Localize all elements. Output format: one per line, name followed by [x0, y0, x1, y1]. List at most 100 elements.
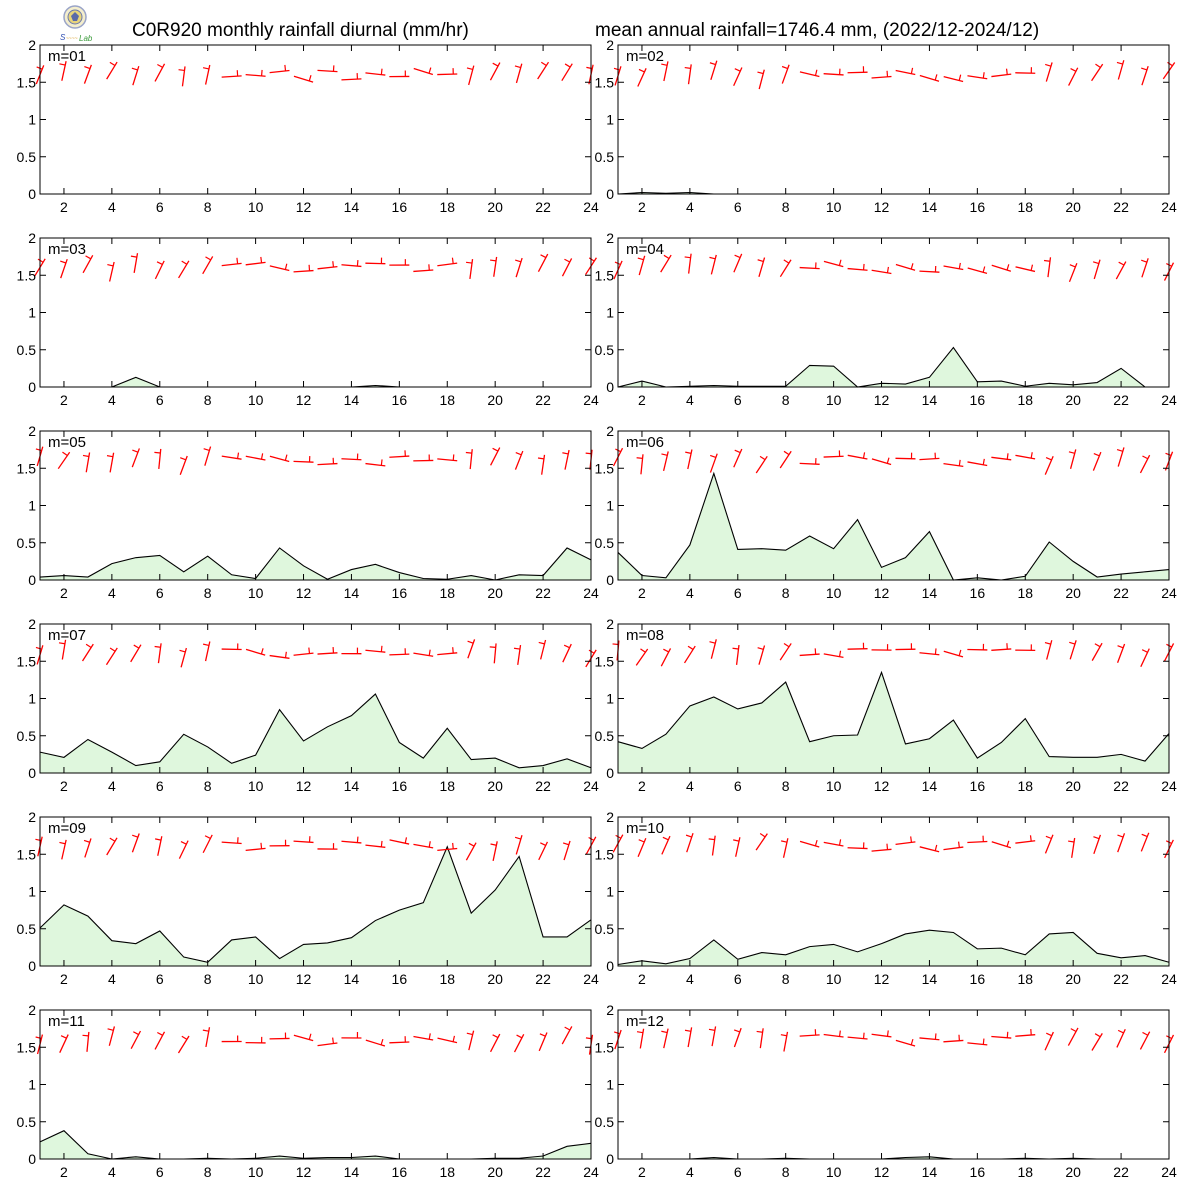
data-point — [279, 1155, 280, 1156]
panel-10: 00.511.522 4 6 8 10 12 14 16 18 20 22 24m=10 — [595, 809, 1177, 987]
wind-barb — [35, 1034, 44, 1055]
x-tick-label: 16 — [970, 585, 986, 601]
wind-barb — [202, 64, 211, 85]
data-point — [135, 377, 136, 378]
panel-3: 00.511.522 4 6 8 10 12 14 16 18 20 22 24m=03 — [17, 230, 599, 408]
data-point — [495, 889, 496, 890]
data-point — [375, 693, 376, 694]
wind-barb — [1015, 1028, 1036, 1037]
wind-barb — [943, 841, 964, 851]
y-tick-label: 0.5 — [595, 1114, 615, 1130]
data-point — [665, 577, 666, 578]
data-point — [87, 1153, 88, 1154]
wind-barb — [823, 68, 844, 76]
rainfall-line — [617, 670, 1170, 762]
y-tick-label: 1.5 — [595, 1039, 615, 1055]
data-point — [809, 365, 810, 366]
wind-barb — [245, 842, 266, 852]
wind-barb — [991, 1031, 1012, 1039]
x-tick-label: 2 — [60, 392, 68, 408]
wind-barb — [661, 835, 671, 855]
data-point — [713, 473, 714, 474]
wind-barb — [413, 67, 434, 76]
rainfall-area — [40, 547, 591, 580]
x-tick-label: 24 — [1161, 1164, 1177, 1180]
wind-barb — [221, 70, 242, 78]
data-point — [327, 1157, 328, 1158]
wind-barb — [413, 649, 434, 657]
wind-barb — [317, 843, 338, 850]
wind-barb — [59, 839, 67, 860]
data-point — [303, 740, 304, 741]
x-tick-label: 4 — [108, 1164, 116, 1180]
wind-barb — [709, 453, 718, 473]
wind-barb — [513, 645, 522, 665]
data-point — [375, 564, 376, 565]
wind-barb — [757, 257, 766, 277]
panel-label: m=01 — [48, 48, 86, 65]
data-point — [689, 958, 690, 959]
x-tick-label: 6 — [734, 199, 742, 215]
data-point — [111, 940, 112, 941]
y-tick-label: 0.5 — [17, 149, 37, 165]
wind-barb — [1015, 264, 1036, 273]
data-point — [207, 746, 208, 747]
x-tick-label: 2 — [638, 199, 646, 215]
wind-barb — [661, 1028, 669, 1049]
data-point — [566, 547, 567, 548]
wind-barb — [245, 648, 266, 656]
wind-barb — [490, 841, 498, 862]
data-point — [135, 943, 136, 944]
plot-frame — [39, 44, 592, 195]
y-tick-label: 2 — [28, 37, 36, 53]
x-tick-label: 18 — [439, 971, 455, 987]
data-point — [665, 734, 666, 735]
y-tick-label: 1.5 — [17, 1039, 37, 1055]
wind-barb — [1116, 60, 1125, 80]
wind-barb — [413, 841, 434, 849]
x-tick-label: 14 — [344, 778, 360, 794]
data-point — [566, 758, 567, 759]
wind-barb — [1115, 261, 1127, 280]
wind-barb — [437, 257, 458, 267]
data-point — [1049, 383, 1050, 384]
wind-barb — [1116, 643, 1126, 663]
data-point — [231, 574, 232, 575]
wind-barb — [967, 72, 988, 80]
data-point — [519, 856, 520, 857]
panel-label: m=11 — [48, 1013, 85, 1030]
x-tick-label: 14 — [344, 585, 360, 601]
wind-barb — [1069, 640, 1077, 660]
y-tick-label: 0.5 — [17, 342, 37, 358]
x-tick-label: 8 — [782, 199, 790, 215]
y-tick-label: 2 — [28, 1002, 36, 1018]
rainfall-line — [617, 346, 1169, 388]
data-point — [542, 936, 543, 937]
panel-12: 00.511.522 4 6 8 10 12 14 16 18 20 22 24m=12 — [595, 1002, 1177, 1180]
panel-label: m=10 — [626, 820, 664, 837]
wind-barb — [823, 259, 844, 268]
rainfall-area — [618, 672, 1169, 773]
wind-barb — [779, 450, 792, 469]
wind-barb — [661, 61, 669, 82]
wind-barb — [661, 451, 669, 472]
wind-barb — [293, 647, 314, 656]
x-tick-label: 8 — [782, 971, 790, 987]
wind-barb — [1092, 259, 1101, 280]
wind-barb — [514, 450, 524, 470]
x-tick-label: 22 — [535, 585, 551, 601]
data-point — [1001, 380, 1002, 381]
wind-barb — [799, 1029, 820, 1037]
wind-barb — [269, 64, 290, 74]
x-tick-label: 12 — [296, 392, 312, 408]
data-point — [857, 734, 858, 735]
x-tick-label: 14 — [922, 778, 938, 794]
y-tick-label: 1 — [606, 691, 614, 707]
wind-barb — [967, 643, 988, 651]
data-point — [761, 952, 762, 953]
lab-logo: S ~~~~ Lab — [58, 4, 93, 44]
y-tick-label: 1 — [28, 498, 36, 514]
svg-text:S: S — [60, 33, 66, 42]
x-tick-label: 18 — [1017, 585, 1033, 601]
